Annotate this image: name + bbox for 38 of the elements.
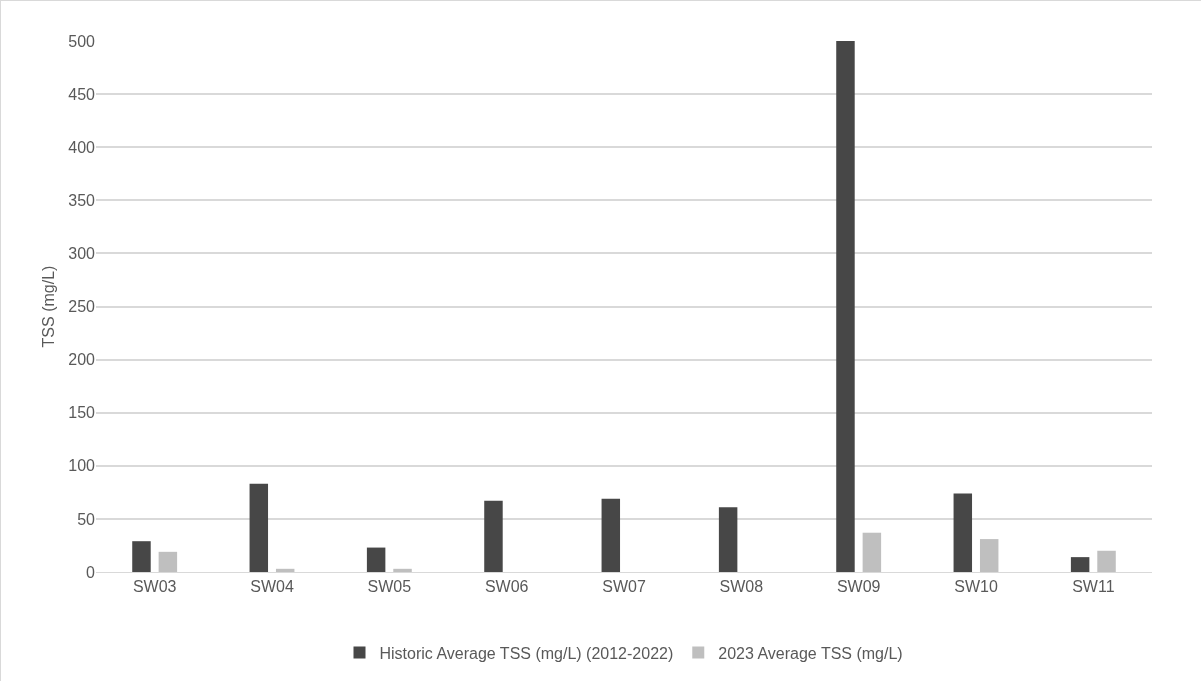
x-tick-label: SW06 [484, 578, 529, 596]
bar [1097, 550, 1116, 572]
x-tick-label: SW05 [367, 578, 412, 596]
y-axis-title: TSS (mg/L) [40, 265, 57, 348]
y-tick-label: 350 [68, 191, 96, 209]
x-tick-label: SW10 [954, 578, 998, 596]
y-tick-label: 250 [68, 298, 96, 316]
bar [393, 568, 412, 572]
y-tick-label: 150 [68, 404, 96, 422]
y-tick-label: 450 [68, 85, 96, 103]
bar [1070, 557, 1090, 572]
bar [862, 532, 882, 572]
y-tick-label: 50 [77, 510, 96, 528]
bar [366, 547, 386, 572]
x-tick-label: SW09 [836, 578, 881, 596]
bar [484, 500, 503, 572]
bar [158, 551, 178, 572]
bar [132, 541, 151, 572]
bar [836, 41, 855, 572]
bar [718, 507, 738, 572]
legend-label: 2023 Average TSS (mg/L) [718, 644, 903, 662]
bar [249, 483, 269, 572]
y-tick-label: 100 [68, 457, 96, 475]
x-tick-label: SW04 [250, 578, 294, 596]
y-tick-label: 200 [68, 351, 96, 369]
x-tick-label: SW08 [719, 578, 764, 596]
x-tick-label: SW03 [132, 578, 177, 596]
x-tick-label: SW11 [1072, 578, 1115, 596]
y-tick-label: 500 [68, 32, 96, 50]
x-tick-label: SW07 [602, 578, 646, 596]
bar [979, 539, 999, 572]
bar [275, 568, 295, 572]
y-tick-label: 400 [68, 138, 96, 156]
y-tick-label: 0 [86, 563, 96, 581]
legend-label: Historic Average TSS (mg/L) (2012-2022) [379, 644, 674, 662]
y-tick-label: 300 [68, 245, 96, 262]
bar [601, 498, 621, 572]
bar [953, 493, 973, 572]
